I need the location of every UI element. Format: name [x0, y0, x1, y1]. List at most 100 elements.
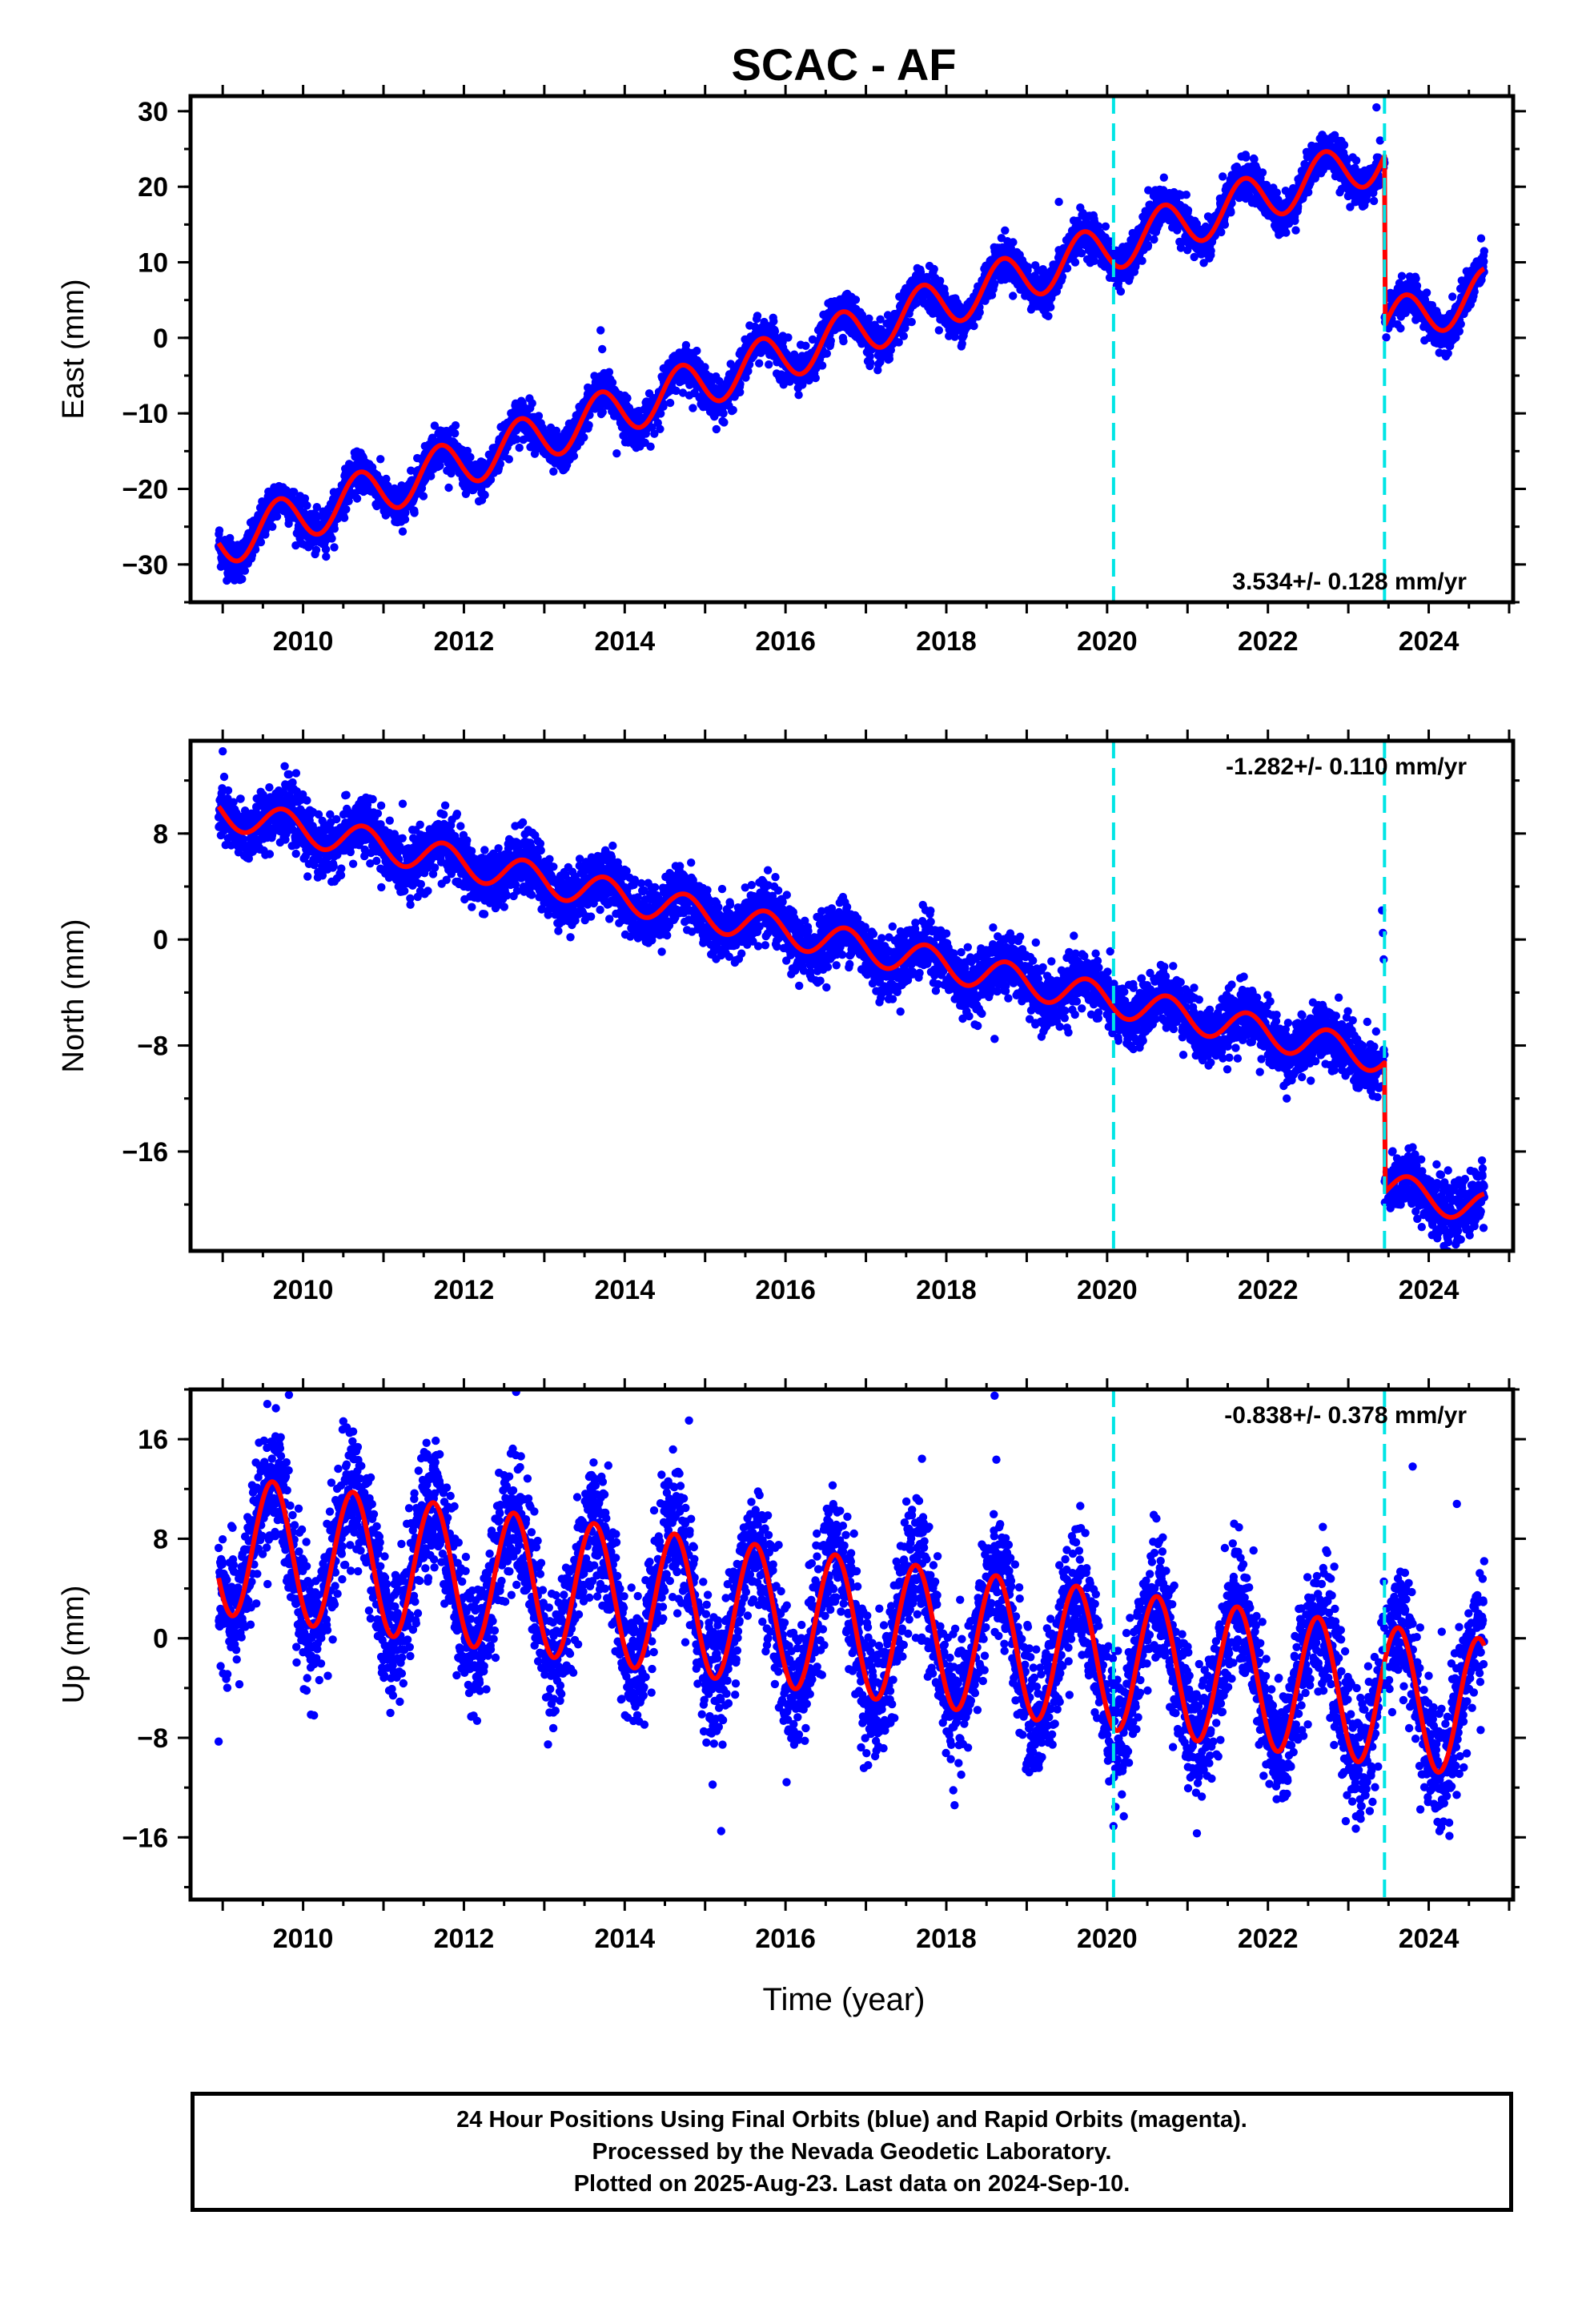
data-point [650, 429, 659, 438]
data-point [646, 442, 655, 451]
data-point [839, 336, 848, 346]
data-point [729, 405, 737, 415]
data-point [410, 509, 419, 517]
data-point [1070, 258, 1080, 267]
data-point [569, 452, 579, 460]
data-point [584, 420, 593, 430]
data-point [770, 327, 780, 336]
data-point [1242, 153, 1251, 162]
data-point [342, 505, 351, 514]
data-point [226, 533, 235, 543]
data-point [1138, 256, 1146, 265]
data-point [430, 421, 440, 430]
data-point [672, 386, 681, 396]
data-point [1044, 312, 1053, 320]
data-point [1219, 172, 1227, 181]
data-point [826, 336, 836, 345]
data-point [851, 296, 861, 304]
data-point [936, 276, 945, 285]
data-point [480, 490, 489, 500]
panel-east: 2010 2012 2014 2016 2018 2020 2022 20243020100−… [57, 85, 1526, 657]
data-point [866, 358, 875, 368]
data-point [436, 461, 444, 470]
data-point [321, 545, 331, 554]
data-point [1046, 303, 1055, 312]
data-point [1116, 287, 1126, 296]
data-point [822, 349, 832, 358]
data-point [291, 541, 300, 550]
data-point [303, 501, 311, 510]
data-point [376, 455, 385, 464]
data-point [769, 317, 778, 326]
data-point [1150, 235, 1158, 244]
data-point [549, 467, 558, 476]
data-point [811, 373, 820, 383]
data-point [552, 426, 561, 436]
data-point [339, 513, 349, 522]
data-point [451, 421, 460, 430]
data-point [322, 552, 331, 561]
data-point [215, 526, 224, 535]
data-point [693, 346, 701, 356]
data-point [970, 321, 978, 331]
data-point [934, 326, 944, 335]
data-point [656, 409, 665, 418]
data-point [958, 340, 966, 348]
chart-title: SCAC - AF [731, 39, 956, 90]
data-point [400, 515, 410, 524]
data-point [312, 503, 321, 512]
data-point [1009, 292, 1018, 300]
data-point [486, 475, 496, 485]
data-point [580, 433, 588, 442]
data-point [398, 527, 408, 536]
data-point [930, 264, 938, 274]
data-point [712, 424, 721, 434]
data-point [715, 376, 724, 386]
data-point [1183, 206, 1193, 215]
data-point [784, 333, 793, 342]
data-point [901, 324, 909, 332]
data-point [912, 299, 921, 308]
data-point [817, 361, 827, 370]
data-point [744, 367, 753, 376]
data-point [648, 423, 656, 432]
data-point [1182, 191, 1191, 199]
data-point [268, 522, 277, 531]
data-point [907, 317, 916, 327]
data-points [214, 103, 1489, 585]
data-point [689, 404, 697, 412]
data-point [1217, 227, 1226, 237]
data-point [623, 394, 632, 403]
data-point [885, 354, 894, 364]
data-point [808, 335, 817, 344]
data-point [665, 398, 675, 408]
data-point [1077, 249, 1086, 258]
data-point [801, 341, 810, 350]
data-point [1272, 188, 1282, 197]
data-point [290, 488, 299, 497]
data-point [419, 492, 428, 501]
data-point [681, 340, 691, 350]
data-point [272, 512, 282, 521]
data-point [779, 380, 788, 389]
data-point [598, 408, 607, 416]
data-point [1291, 226, 1300, 235]
data-point [1220, 220, 1230, 229]
data-point [1001, 226, 1010, 235]
data-point [899, 332, 909, 340]
data-point [1291, 216, 1299, 225]
data-point [656, 424, 665, 433]
data-point [876, 315, 885, 324]
data-point [865, 352, 874, 361]
data-point [251, 545, 260, 554]
data-point [515, 443, 524, 452]
data-point [1159, 173, 1169, 182]
data-point [300, 494, 310, 503]
data-point [427, 472, 436, 480]
data-point [352, 494, 362, 503]
data-point [1258, 168, 1267, 177]
data-point [719, 409, 728, 418]
data-point [382, 474, 391, 484]
